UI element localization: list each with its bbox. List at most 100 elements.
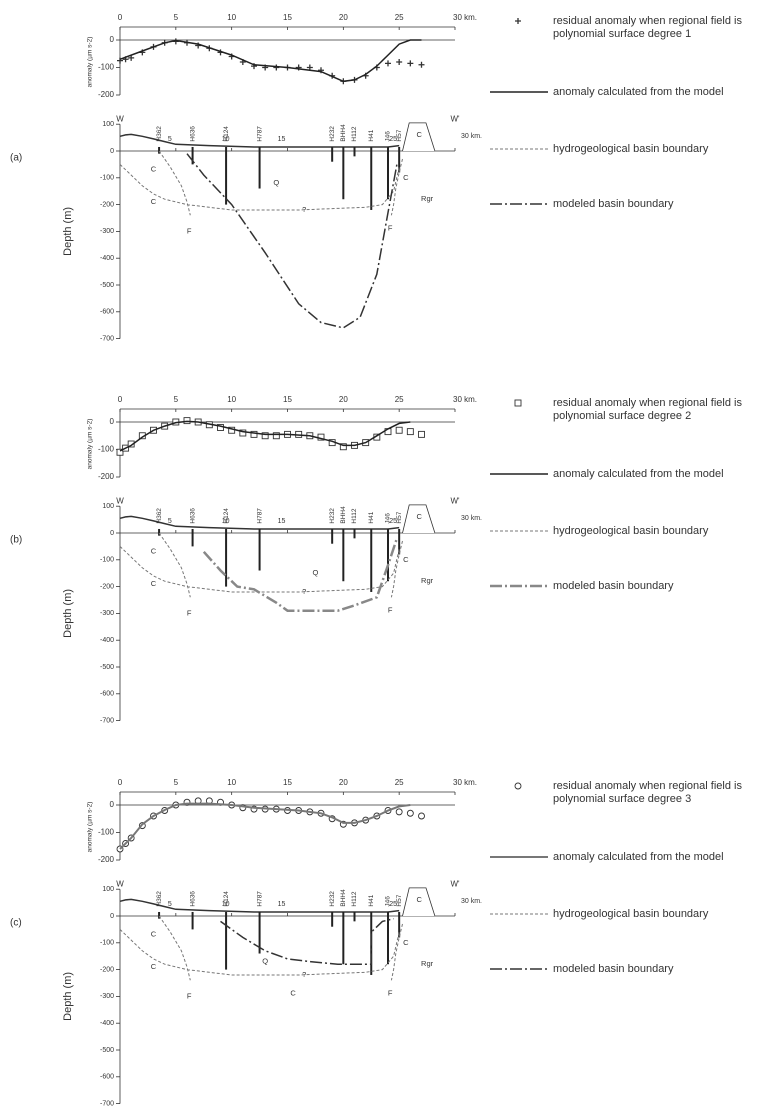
- panel-label: (b): [10, 535, 22, 546]
- x-tick-label: 25: [389, 136, 397, 143]
- annotation: C: [151, 547, 157, 556]
- legend-label: hydrogeological basin boundary: [553, 908, 709, 920]
- x-tick-label: 15: [278, 518, 286, 525]
- well-label: H232: [329, 126, 336, 142]
- end-label: W': [450, 879, 460, 888]
- x-tick-label: 10: [227, 395, 236, 404]
- y-tick-label: -200: [100, 201, 114, 208]
- annotation: Rgr: [421, 194, 434, 203]
- well-label: H124: [223, 508, 230, 524]
- y-tick-label: -200: [98, 855, 115, 864]
- y-tick-label: 0: [110, 800, 115, 809]
- y-tick-label: -200: [100, 583, 114, 590]
- data-point: [418, 430, 425, 438]
- y-tick-label: -600: [100, 691, 114, 698]
- annotation: C: [151, 165, 157, 174]
- x-tick-label: 5: [168, 901, 172, 908]
- annotation: C: [151, 930, 157, 939]
- well-label: H636: [189, 891, 196, 907]
- end-label: W: [116, 114, 124, 123]
- hydro-boundary: [119, 915, 403, 981]
- well-label: H362: [156, 508, 163, 524]
- y-axis-label: anomaly (µm s-2): [87, 419, 94, 470]
- well-label: BHH4: [340, 506, 347, 524]
- x-tick-label: 30 km.: [461, 133, 482, 140]
- x-tick-label: 25: [395, 13, 404, 22]
- annotation: Q: [273, 178, 279, 187]
- x-tick-label: 20: [339, 778, 348, 787]
- well-label: H232: [329, 508, 336, 524]
- model-line: [119, 420, 411, 452]
- well-label: H787: [256, 891, 263, 907]
- legend-label: residual anomaly when regional field is …: [553, 780, 742, 805]
- well-label: BHH4: [340, 124, 347, 142]
- x-tick-label: 0: [118, 778, 123, 787]
- x-tick-label: 0: [118, 13, 123, 22]
- x-tick-label: 25: [389, 901, 397, 908]
- annotation: C: [417, 130, 423, 139]
- end-label: W': [450, 496, 460, 505]
- y-tick-label: -500: [100, 664, 114, 671]
- data-point: [407, 60, 414, 67]
- well-label: H636: [189, 126, 196, 142]
- x-tick-label: 20: [339, 395, 348, 404]
- x-tick-label: 5: [174, 13, 179, 22]
- data-point: [418, 812, 425, 820]
- model-boundary: [202, 538, 399, 612]
- hydro-boundary: [119, 532, 403, 598]
- well-label: H112: [351, 126, 358, 141]
- well-label: H362: [156, 126, 163, 142]
- well-label: H787: [256, 126, 263, 142]
- end-label: W': [450, 114, 460, 123]
- annotation: F: [187, 226, 192, 235]
- annotation: C: [403, 938, 409, 947]
- y-tick-label: 0: [110, 148, 114, 155]
- y-tick-label: -600: [100, 309, 114, 316]
- y-tick-label: 100: [102, 121, 114, 128]
- legend-label: residual anomaly when regional field is …: [553, 15, 742, 40]
- annotation: F: [187, 608, 192, 617]
- x-tick-label: 0: [118, 395, 123, 404]
- end-label: W: [116, 879, 124, 888]
- x-tick-label: 5: [174, 778, 179, 787]
- x-tick-label: 20: [339, 13, 348, 22]
- annotation: F: [388, 606, 393, 615]
- annotation: C: [151, 197, 157, 206]
- y-tick-label: -100: [100, 940, 114, 947]
- annotation: C: [151, 579, 157, 588]
- y-tick-label: 0: [110, 35, 115, 44]
- annotation: C: [290, 989, 296, 998]
- y-tick-label: -400: [100, 1020, 114, 1027]
- y-tick-label: 0: [110, 417, 115, 426]
- data-point: [339, 443, 347, 451]
- legend-label: modeled basin boundary: [553, 963, 674, 975]
- well-label: H57: [396, 511, 403, 523]
- y-tick-label: -500: [100, 282, 114, 289]
- legend-label: residual anomaly when regional field is …: [553, 397, 742, 422]
- x-tick-label: 25: [395, 778, 404, 787]
- y-tick-label: -300: [100, 610, 114, 617]
- y-tick-label: -700: [100, 335, 114, 342]
- legend-symbol: [515, 18, 521, 24]
- y-axis-label: anomaly (µm s-2): [87, 37, 94, 88]
- well-label: H41: [368, 894, 375, 906]
- x-tick-label: 30 km.: [453, 13, 477, 22]
- legend-label: anomaly calculated from the model: [553, 86, 724, 98]
- well-label: BHH4: [340, 889, 347, 907]
- legend-label: hydrogeological basin boundary: [553, 143, 709, 155]
- well-label: H232: [329, 891, 336, 907]
- x-tick-label: 15: [278, 901, 286, 908]
- x-tick-label: 5: [168, 136, 172, 143]
- model-line: [119, 802, 411, 850]
- y-tick-label: -200: [100, 966, 114, 973]
- x-tick-label: 10: [227, 778, 236, 787]
- data-point: [116, 448, 124, 456]
- data-point: [272, 432, 280, 440]
- y-tick-label: -100: [98, 63, 115, 72]
- annotation: Rgr: [421, 576, 434, 585]
- x-tick-label: 10: [222, 136, 230, 143]
- annotation: C: [417, 895, 423, 904]
- well-label: H57: [396, 894, 403, 906]
